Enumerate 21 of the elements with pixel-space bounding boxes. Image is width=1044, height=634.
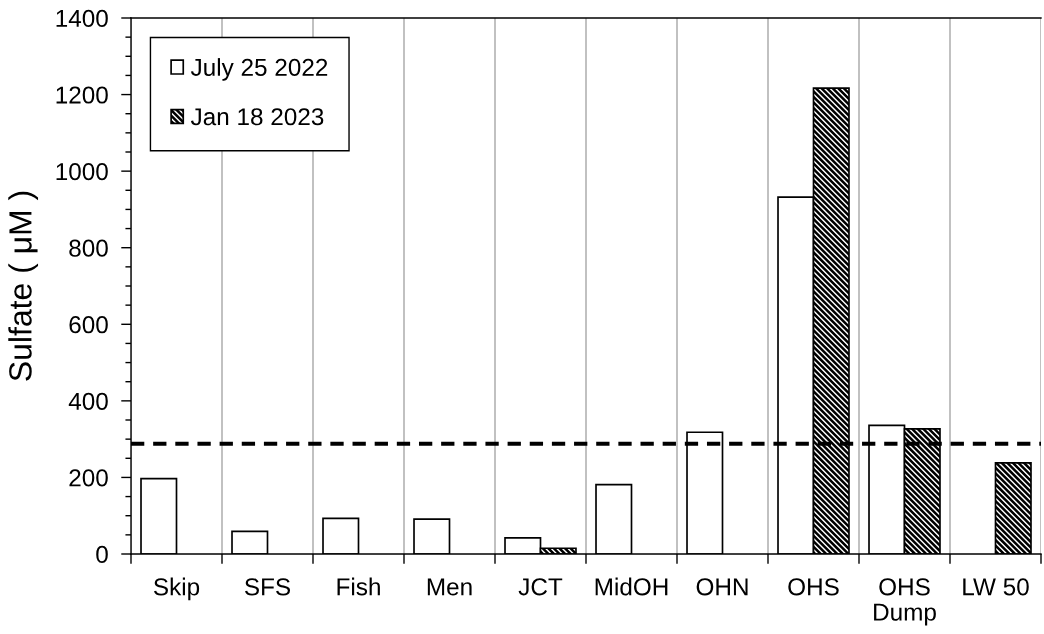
y-tick-label: 0 [96, 545, 108, 564]
y-tick-label: 800 [69, 239, 108, 257]
x-tick-label: Fish [337, 577, 380, 596]
x-tick-label: OHS [788, 578, 839, 596]
x-tick-label: JCT [518, 578, 563, 596]
legend-label: Jan 18 2023 [190, 108, 324, 126]
x-tick-label: OHS Dump [874, 578, 936, 626]
y-tick-label: 1400 [56, 9, 108, 28]
x-tick-label: SFS [244, 578, 291, 596]
y-tick-label: 200 [69, 469, 108, 487]
x-tick-label: LW 50 [963, 578, 1029, 596]
legend-label: July 25 2022 [190, 58, 328, 81]
y-axis-title: Sulfate ( μM ) [8, 191, 39, 381]
x-tick-label: Skip [153, 577, 200, 601]
y-tick-label: 400 [68, 392, 108, 410]
x-tick-label: OHN [696, 578, 748, 596]
y-tick-label: 1000 [56, 162, 108, 181]
x-tick-label: MidOH [595, 577, 668, 596]
x-tick-label: Men [427, 578, 472, 596]
y-tick-label: 1200 [56, 86, 108, 104]
y-tick-label: 600 [69, 316, 108, 334]
